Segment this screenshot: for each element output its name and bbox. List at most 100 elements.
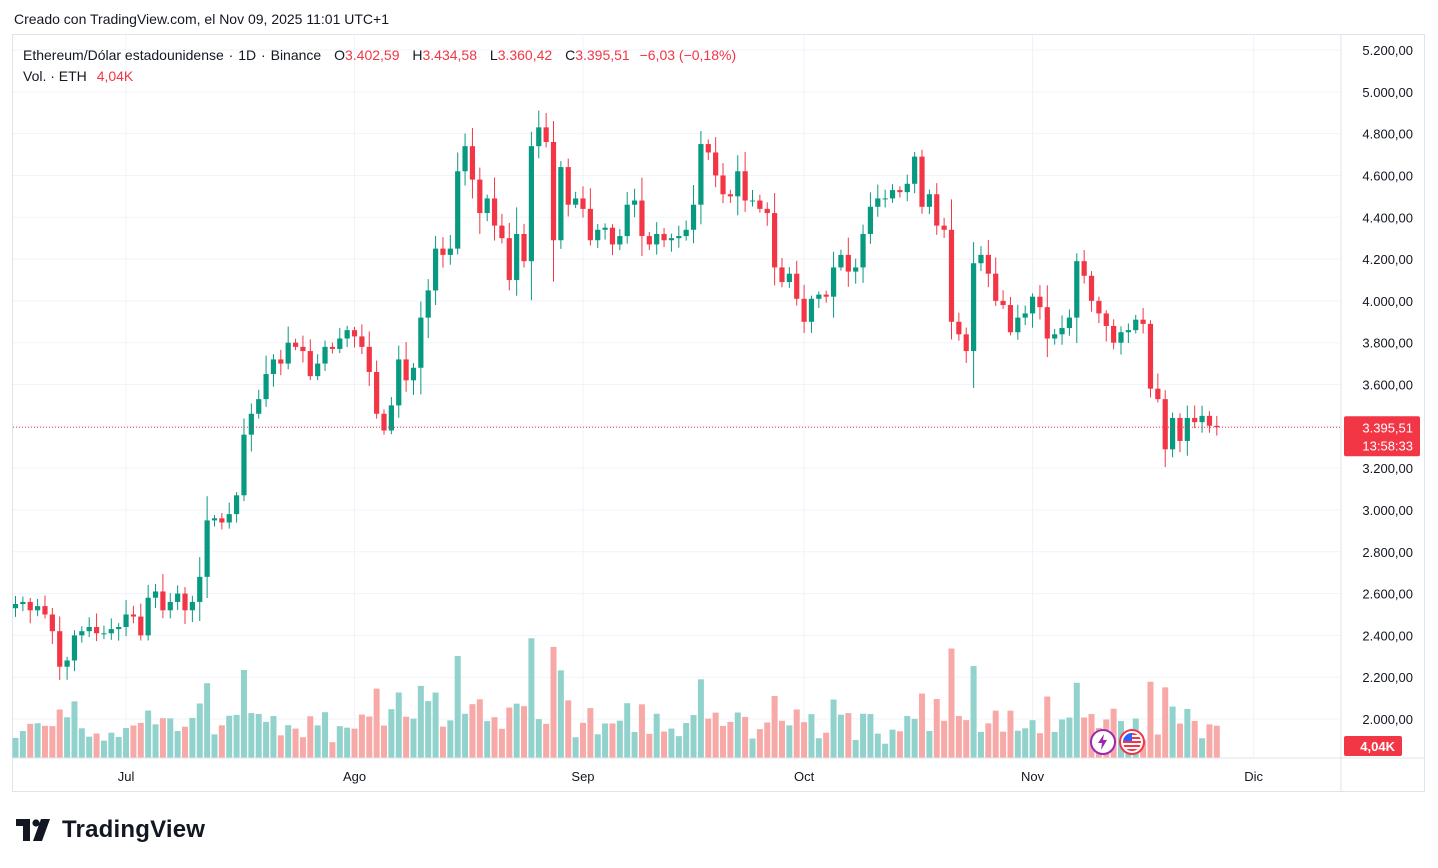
volume-bar [697,679,704,758]
candle-body [1022,313,1028,318]
candle-body [1140,319,1146,324]
lightning-icon[interactable] [1090,729,1116,755]
volume-bar [322,712,329,758]
candle-body [786,273,792,283]
candle-body [1088,275,1095,301]
us-flag-icon[interactable] [1119,729,1145,755]
candle-body [278,359,284,364]
tradingview-logo[interactable]: TradingView [16,816,205,844]
candle-body [816,294,822,299]
volume-bar [196,703,203,758]
candle-body [182,593,188,611]
price-badges: 3.395,51 13:58:33 4,04K [1344,416,1420,756]
volume-bar [1022,728,1029,758]
volume-bar [462,713,469,758]
candle-body [993,273,999,301]
volume-bar [720,725,727,758]
candle-body [514,233,520,280]
legend-interval[interactable]: 1D [238,47,257,63]
volume-bar [926,730,933,758]
candle-body [197,576,203,602]
volume-bar [587,708,594,758]
candle-body [337,338,343,349]
volume-bar [631,731,638,758]
legend-symbol[interactable]: Ethereum/Dólar estadounidense [23,47,224,63]
volume-bar [137,722,144,758]
volume-bar [395,692,402,758]
legend-volume-label[interactable]: Vol. · ETH [23,68,87,84]
candle-body [926,194,932,207]
candle-body [234,495,240,515]
candle-body [1037,296,1043,308]
volume-bar [174,730,181,758]
volume-bar [557,670,564,758]
candle-body [889,190,896,199]
candle-body [1214,425,1220,428]
volume-bar [167,718,174,758]
volume-bar [734,712,741,758]
volume-bar [425,701,432,758]
volume-bar [513,703,520,758]
volume-bar [292,728,299,758]
candle-body [329,346,336,349]
volume-bar [675,736,682,758]
volume-bar [616,720,623,758]
y-tick-label: 3.600,00 [1362,378,1413,393]
volume-bar [403,716,410,758]
legend-high-label: H [412,47,423,63]
y-tick-label: 2.200,00 [1362,670,1413,685]
candle-body [676,236,682,239]
volume-bar [410,718,417,758]
price-badge-bg [1344,416,1420,457]
candle-body [211,518,218,521]
y-tick-label: 4.000,00 [1362,294,1413,309]
volume-bar [454,656,461,758]
candle-body [484,198,490,214]
candle-body [366,346,372,372]
candle-body [93,627,100,634]
candle-body [1199,415,1205,423]
candle-body [904,183,910,193]
candle-body [668,238,675,241]
volume-bar [889,729,896,758]
volume-bar [955,716,962,758]
volume-bar [941,720,948,758]
volume-bar [1110,708,1117,758]
volume-bar [1000,731,1007,758]
volume-bar [366,716,373,758]
candle-body [219,518,225,523]
volume-bar [535,719,542,758]
volume-bar [1073,682,1080,758]
volume-bar [771,696,778,758]
candle-body [432,248,439,291]
y-tick-label: 4.600,00 [1362,168,1413,183]
volume-bar [388,709,395,758]
candle-body [42,606,48,615]
candle-body [440,248,446,255]
chart-grid [13,35,1341,758]
volume-bar [329,742,336,758]
volume-bar [299,737,306,758]
volume-bar [528,638,535,758]
candle-body [749,200,756,202]
candle-body [1029,296,1036,314]
volume-bar [579,722,586,758]
candle-body [580,198,586,209]
candle-body [794,273,800,299]
volume-bar [285,725,292,758]
candle-body [528,146,534,262]
candle-body [779,267,785,283]
volume-bar [963,720,970,758]
candle-body [263,374,269,400]
volume-bar [970,666,977,758]
volume-bar [152,724,159,758]
candle-body [661,233,667,241]
volume-bar [476,699,483,758]
candle-body [20,601,26,605]
volume-bar [683,723,690,758]
candle-body [506,238,512,280]
candle-body [410,367,417,381]
volume-bar [874,733,881,758]
volume-bar [786,725,793,758]
